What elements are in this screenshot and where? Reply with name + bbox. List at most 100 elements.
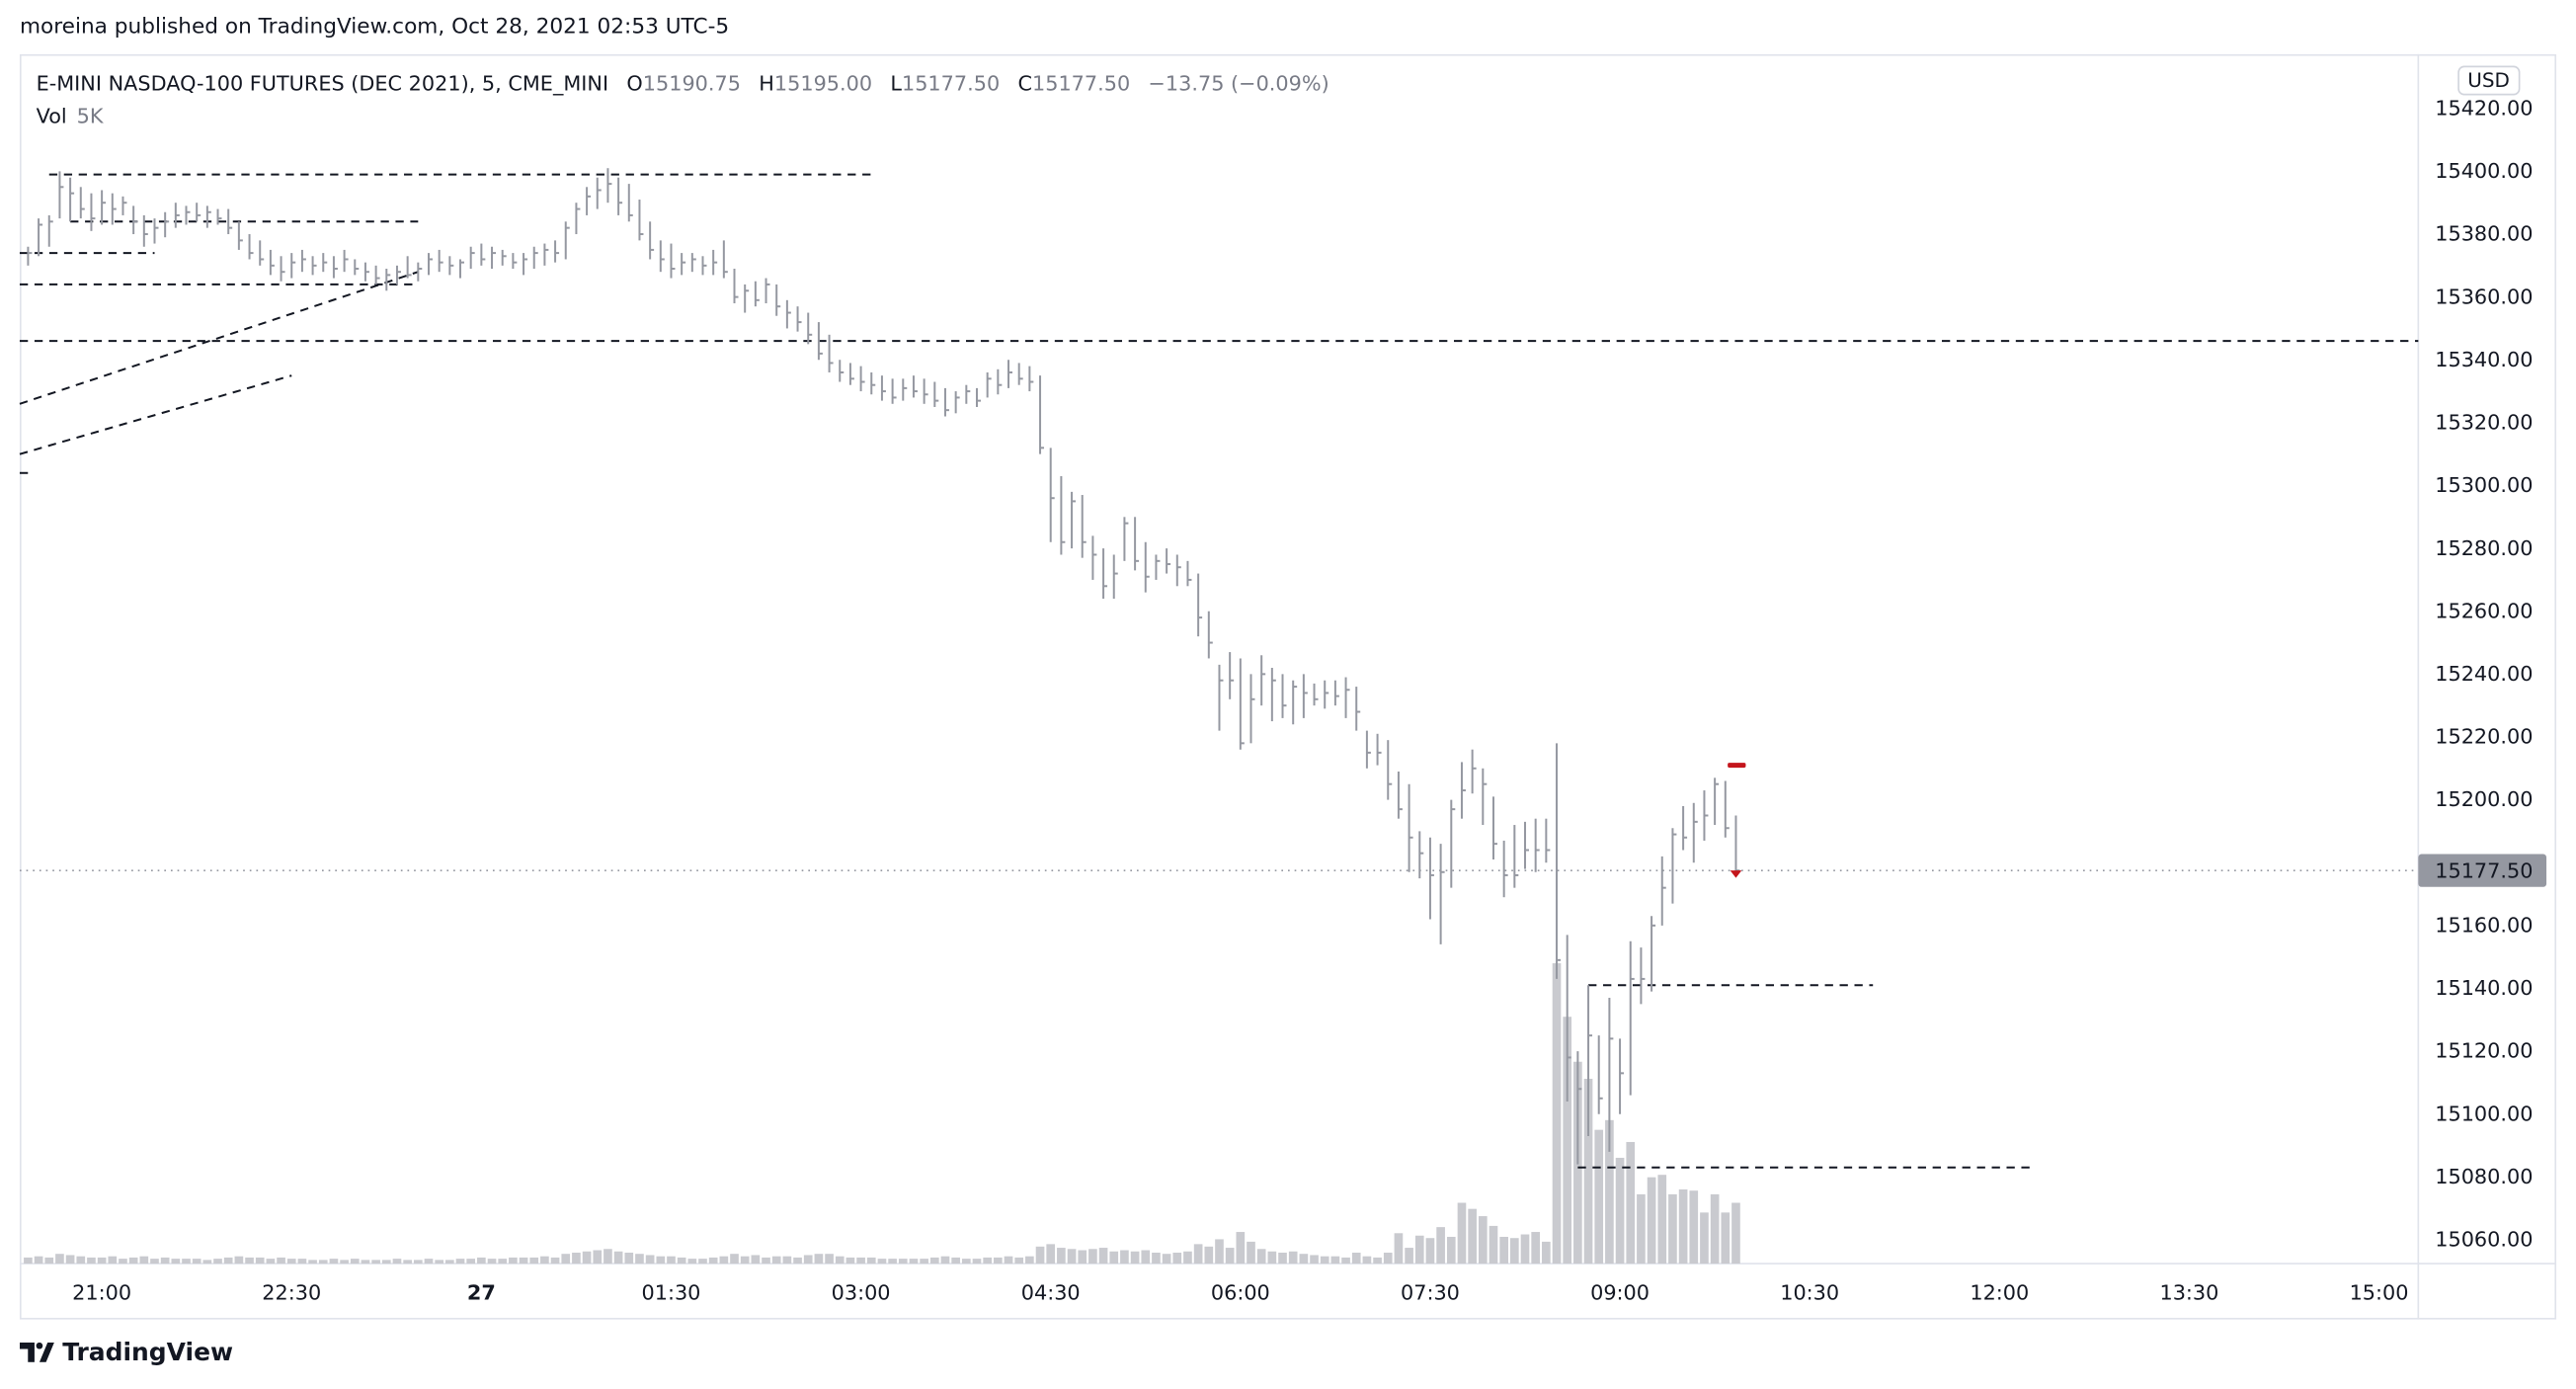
volume-bar (87, 1257, 96, 1265)
ohlc-bar (1650, 916, 1656, 992)
volume-bar (403, 1260, 412, 1265)
volume-bar (1067, 1249, 1077, 1265)
ohlc-bar (1333, 680, 1339, 706)
ohlc-bar (1134, 517, 1140, 571)
markers (1728, 763, 1746, 878)
volume-bar (97, 1257, 107, 1265)
volume-bar (687, 1259, 697, 1265)
volume-bar (994, 1257, 1003, 1265)
last-price-badge (2418, 854, 2547, 887)
volume-bar (972, 1259, 982, 1265)
ohlc-bar (363, 262, 369, 282)
volume-bar (192, 1259, 201, 1265)
volume-bar (1025, 1256, 1034, 1265)
ohlc-bar (712, 249, 718, 276)
volume-bar (1394, 1233, 1404, 1265)
trend-line-drawing[interactable] (19, 374, 292, 455)
currency-button[interactable]: USD (2457, 65, 2520, 96)
drawings[interactable] (19, 173, 2419, 1169)
ohlc-bar (1302, 674, 1308, 718)
ohlc-bar (38, 218, 43, 257)
volume-bar (76, 1256, 86, 1265)
ohlc-bar (1081, 495, 1087, 558)
ohlc-bar (681, 253, 686, 276)
time-tick-label: 12:00 (1970, 1281, 2029, 1305)
ohlc-bar (132, 205, 138, 235)
volume-bar (55, 1254, 64, 1265)
ohlc-bar (1597, 1035, 1603, 1114)
volume-bar (1057, 1248, 1066, 1265)
volume-bar (509, 1257, 518, 1265)
volume-bar (920, 1259, 928, 1265)
time-tick-label: 15:00 (2350, 1281, 2409, 1305)
ohlc-bar (385, 269, 391, 291)
price-tick-label: 15120.00 (2435, 1039, 2533, 1063)
ohlc-bar (27, 246, 33, 266)
ohlc-bar (754, 281, 760, 307)
ohlc-bar (300, 249, 306, 273)
time-tick-label: 07:30 (1401, 1281, 1460, 1305)
volume-bar (1004, 1256, 1013, 1265)
ohlc-bar (1524, 821, 1529, 869)
tradingview-logo[interactable]: TradingView (19, 1338, 233, 1367)
volume-bar (1436, 1227, 1445, 1265)
ohlc-bar (1376, 733, 1382, 766)
open-value: 15190.75 (642, 70, 741, 96)
ohlc-bar (459, 259, 465, 279)
volume-bar (782, 1256, 792, 1265)
ohlc-bar (1482, 768, 1488, 826)
ohlc-bar (564, 221, 570, 260)
volume-bar (1637, 1193, 1646, 1265)
volume-label: Vol (36, 103, 67, 128)
volume-bar (1172, 1252, 1182, 1265)
volume-bar (1225, 1248, 1235, 1265)
ohlc-bar (690, 253, 696, 273)
volume-bar (1552, 963, 1562, 1265)
ohlc-bar (248, 234, 254, 260)
ohlc-bar (354, 259, 360, 276)
trend-line-drawing[interactable] (19, 271, 419, 405)
ohlc-bar (891, 378, 897, 404)
volume-bar (455, 1259, 465, 1265)
ohlc-bar (1175, 554, 1181, 587)
volume-bar (561, 1254, 571, 1265)
price-tick-label: 15080.00 (2435, 1165, 2533, 1188)
ohlc-bar (1640, 947, 1646, 1005)
ohlc-bar (1682, 805, 1688, 851)
time-axis[interactable]: 21:00 22:30 27 01:30 03:00 04:30 06:00 07:30 09:… (72, 1281, 2408, 1305)
ohlc-bar (649, 221, 655, 260)
volume-bar (34, 1256, 43, 1265)
volume-bar (708, 1257, 718, 1265)
close-value: 15177.50 (1032, 70, 1131, 96)
time-tick-label: 04:30 (1021, 1281, 1081, 1305)
ohlc-bar (237, 221, 243, 250)
volume-bar (381, 1260, 391, 1265)
ohlc-bar (280, 256, 285, 282)
ohlc-bar (227, 208, 233, 235)
volume-bar (182, 1259, 191, 1265)
volume-bar (645, 1255, 655, 1265)
ohlc-bar (1207, 611, 1213, 659)
symbol-legend: E-MINI NASDAQ-100 FUTURES (DEC 2021), 5,… (37, 71, 1329, 96)
volume-bar (44, 1257, 54, 1265)
ohlc-bar (1091, 535, 1097, 580)
price-axis[interactable]: 15420.00 15400.00 15380.00 15360.00 15340.00… (2418, 96, 2547, 1252)
volume-bar (825, 1254, 834, 1265)
ohlc-bar (501, 249, 507, 266)
open-label: O (626, 70, 643, 96)
ohlc-bar (332, 256, 338, 279)
volume-bar (866, 1257, 876, 1265)
volume-bar (624, 1252, 634, 1265)
time-tick-label: 01:30 (642, 1281, 701, 1305)
ohlc-bar (1460, 762, 1466, 819)
volume-bar (604, 1249, 612, 1265)
ohlc-bar (554, 240, 560, 263)
volume-bar (656, 1256, 666, 1265)
volume-bar (1468, 1208, 1477, 1265)
ohlc-bar (796, 306, 802, 332)
volume-bar (277, 1257, 285, 1265)
volume-bar (1626, 1141, 1636, 1265)
volume-bar (550, 1257, 560, 1265)
ohlc-bar (1166, 548, 1171, 574)
